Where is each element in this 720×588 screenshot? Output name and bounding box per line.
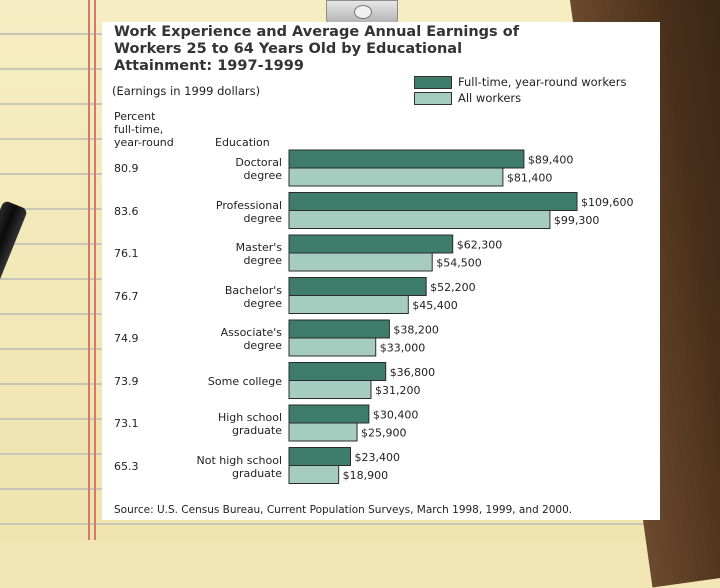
bar-plot: $89,400 $81,400 $109,600 $99,300 $62,300 $54,… [288,149,634,484]
percent-value: 65.3 [114,459,139,473]
education-column-header: Education [215,136,270,149]
bar-value-label: $81,400 [507,172,553,185]
bar-value-label: $36,800 [390,366,436,379]
bar-all-workers [288,380,372,399]
bar-all-workers [288,337,377,357]
percent-value: 73.9 [114,374,139,388]
bar-value-label: $89,400 [528,154,574,167]
legend-item-all-workers: All workers [414,90,626,106]
pad-margin-line [88,0,90,540]
category-label: Not high school graduate [196,453,282,480]
bar-value-label: $30,400 [373,409,419,422]
category-label: Associate's degree [220,326,282,352]
bar-value-label: $33,000 [380,342,426,355]
percent-value: 80.9 [114,162,139,175]
bar-value-label: $109,600 [581,196,634,209]
percent-column-header: Percent full-time, year-round [114,110,174,149]
percent-value: 76.1 [114,247,139,260]
category-label: Doctoral degree [235,156,282,182]
bar-all-workers [288,295,409,314]
bar-value-label: $54,500 [436,257,482,270]
category-label: Master's degree [235,241,282,267]
bar-full-time [288,404,370,424]
category-label: Some college [207,374,282,388]
bar-full-time [288,234,454,254]
bar-value-label: $52,200 [430,281,476,294]
chart-subtitle: (Earnings in 1999 dollars) [112,84,261,98]
percent-value: 73.1 [114,417,139,430]
percent-value: 83.6 [114,204,139,218]
bar-value-label: $38,200 [393,324,439,337]
bar-full-time [288,447,351,466]
bar-value-label: $25,900 [361,427,407,440]
legend-label-all-workers: All workers [458,91,522,105]
bar-all-workers [288,252,433,272]
bar-all-workers [288,465,340,484]
bar-value-label: $23,400 [354,451,400,464]
legend-swatch-full-time [414,75,452,89]
percent-value: 76.7 [114,289,139,303]
legend-label-full-time: Full-time, year-round workers [458,75,627,89]
bar-value-label: $62,300 [457,239,503,252]
legend-swatch-all-workers [414,91,452,105]
bar-full-time [288,319,390,339]
category-label: Professional degree [215,198,282,225]
category-label: High school graduate [217,411,282,437]
chart-sheet: Work Experience and Average Annual Earni… [102,22,660,520]
bar-all-workers [288,422,358,442]
bar-full-time [288,192,578,211]
pad-margin-line [94,0,96,540]
bar-full-time [288,277,427,296]
bar-all-workers [288,167,504,187]
category-label: Bachelor's degree [224,283,282,310]
chart-title: Work Experience and Average Annual Earni… [114,24,520,74]
percent-value: 74.9 [114,332,139,345]
bar-value-label: $31,200 [375,384,421,397]
bar-value-label: $18,900 [343,469,389,482]
bar-all-workers [288,210,551,229]
bar-full-time [288,149,525,169]
legend-item-full-time: Full-time, year-round workers [414,74,626,90]
bar-value-label: $45,400 [412,299,458,312]
chart-source: Source: U.S. Census Bureau, Current Popu… [114,504,573,516]
bar-value-label: $99,300 [554,214,600,227]
bar-full-time [288,362,387,381]
chart-legend: Full-time, year-round workers All worker… [414,74,626,106]
